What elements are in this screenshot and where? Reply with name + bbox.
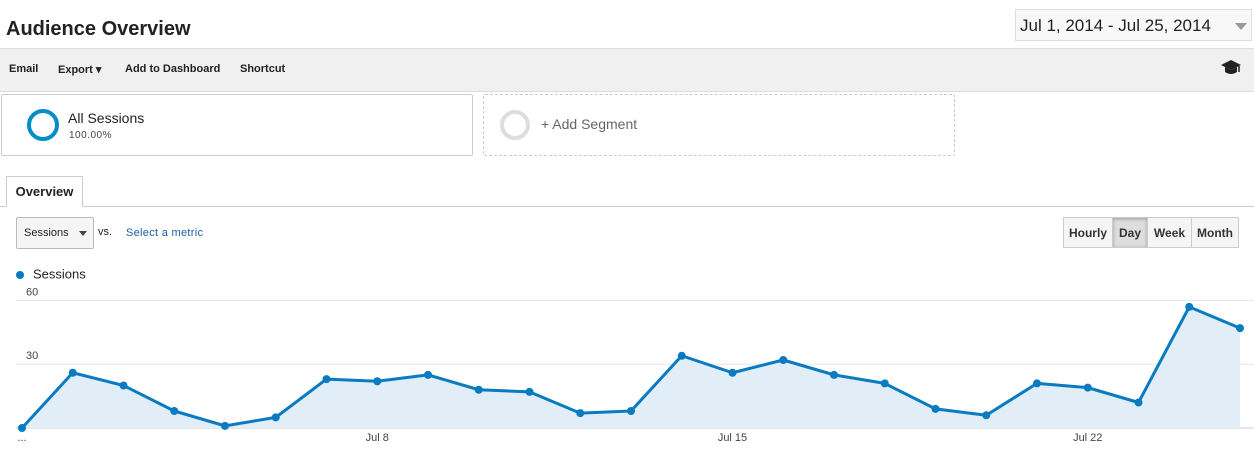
point	[880, 379, 889, 388]
segment-icon	[27, 109, 59, 141]
date-picker[interactable]: Jul 1, 2014 - Jul 25, 2014	[1015, 9, 1252, 41]
interval-button[interactable]: Hourly	[1063, 217, 1113, 248]
date-range: Jul 1, 2014 - Jul 25, 2014	[1020, 16, 1211, 35]
point	[627, 407, 635, 415]
point	[119, 381, 128, 390]
point	[779, 356, 788, 364]
y-tick-label: 30	[26, 350, 38, 362]
point	[830, 370, 838, 379]
x-tick-label: Jul 22	[1073, 432, 1102, 444]
add-segment-label: + Add Segment	[541, 116, 638, 132]
toolbar-email[interactable]: Email	[9, 63, 39, 75]
tab-overview[interactable]: Overview	[6, 176, 83, 207]
dropdown-arrow	[1235, 23, 1247, 30]
page-title: Audience Overview	[6, 18, 191, 40]
add-segment[interactable]: + Add Segment	[483, 94, 955, 156]
point	[474, 385, 483, 394]
point	[677, 351, 686, 360]
point	[170, 407, 179, 415]
point	[576, 409, 585, 418]
point	[728, 368, 737, 377]
chart: Sessions 30 60... Jul 8 Jul 15 Jul 22	[16, 266, 1254, 444]
vs-label: vs.	[98, 226, 113, 238]
point	[18, 424, 26, 432]
point	[424, 370, 432, 379]
x-tick-label: ...	[17, 432, 26, 444]
add-segment-icon	[500, 110, 530, 140]
point	[373, 377, 382, 386]
tab-border	[0, 206, 1254, 207]
metric-select[interactable]: Sessions	[16, 217, 94, 249]
point	[982, 411, 991, 420]
y-tick-label: 60	[26, 286, 38, 298]
interval-button[interactable]: Day	[1112, 217, 1148, 248]
toolbar-export-label: Export	[58, 64, 93, 76]
toolbar-dashboard[interactable]: Add to Dashboard	[125, 63, 221, 75]
toolbar-shortcut[interactable]: Shortcut	[240, 63, 286, 75]
point	[322, 375, 331, 384]
x-tick-label: Jul 15	[718, 432, 747, 444]
segment-share: 100.00%	[69, 130, 112, 141]
metric-arrow	[79, 231, 87, 236]
point	[1033, 379, 1041, 388]
point	[931, 404, 940, 413]
interval-button[interactable]: Week	[1147, 217, 1192, 248]
metric-label: Sessions	[24, 227, 69, 239]
point	[1236, 324, 1244, 333]
point	[68, 368, 77, 377]
point	[271, 413, 280, 422]
segment-name: All Sessions	[68, 110, 145, 126]
point	[525, 387, 534, 396]
segment-card[interactable]: All Sessions 100.00%	[1, 94, 473, 156]
point	[1134, 398, 1143, 407]
select-metric[interactable]: Select a metric	[126, 227, 204, 239]
interval-button[interactable]: Month	[1191, 217, 1239, 248]
legend-label: Sessions	[33, 266, 86, 281]
area	[22, 306, 1240, 428]
point	[1083, 383, 1092, 392]
toolbar-export[interactable]: Export ▾	[58, 64, 102, 76]
legend-marker	[16, 271, 24, 279]
help-icon[interactable]	[1220, 59, 1242, 77]
point	[221, 421, 229, 430]
x-tick-label: Jul 8	[366, 432, 389, 444]
toolbar: Email Export ▾ Add to Dashboard Shortcut	[0, 48, 1254, 92]
point	[1185, 302, 1194, 311]
